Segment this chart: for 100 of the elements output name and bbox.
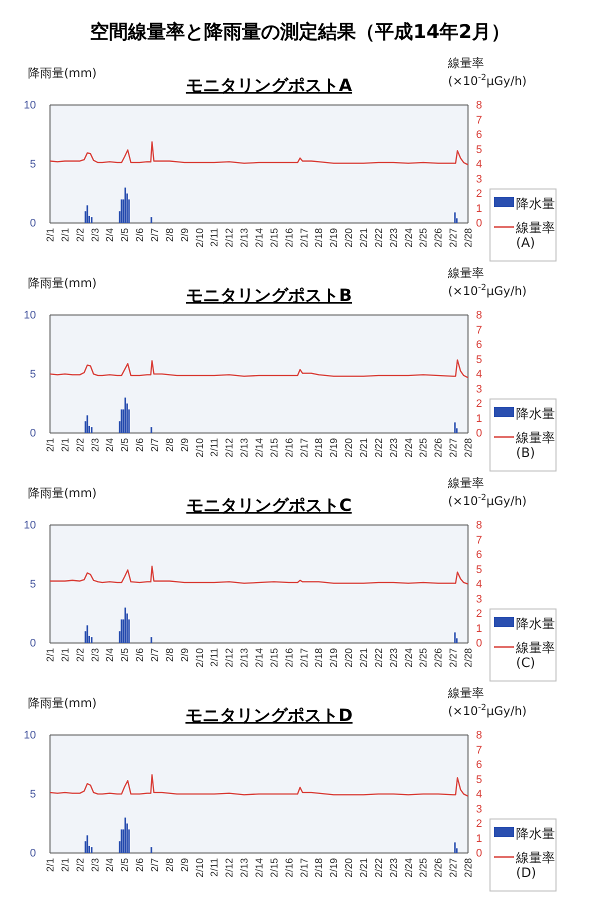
x-tick-label: 2/22: [374, 228, 385, 248]
y-axis-title: 降雨量(mm): [28, 486, 97, 500]
y2-tick-label: 1: [476, 412, 482, 425]
x-tick-label: 2/14: [254, 858, 266, 878]
x-tick-label: 2/25: [418, 858, 430, 878]
chart-title: モニタリングポストB: [186, 286, 352, 306]
x-tick-label: 2/4: [105, 858, 116, 872]
legend-label: 線量率 (D): [515, 850, 555, 881]
x-tick-label: 2/17: [299, 228, 310, 248]
x-tick-label: 2/10: [194, 858, 206, 878]
x-tick-label: 2/11: [210, 438, 221, 457]
x-tick-label: 2/28: [464, 648, 474, 668]
x-tick-label: 2/15: [269, 438, 280, 458]
y-axis-title: 降雨量(mm): [28, 66, 97, 80]
x-tick-label: 2/21: [358, 438, 370, 458]
x-tick-label: 2/18: [314, 648, 326, 668]
x-tick-label: 2/24: [404, 648, 415, 668]
y2-tick-label: 7: [476, 744, 482, 756]
x-tick-label: 2/28: [464, 438, 474, 458]
x-tick-label: 2/2: [75, 228, 86, 242]
y-axis-title: 降雨量(mm): [28, 696, 97, 710]
x-tick-label: 2/17: [299, 438, 310, 458]
y-axis-title: 降雨量(mm): [28, 276, 97, 290]
y2-tick-label: 3: [476, 593, 482, 606]
y2-tick-label: 6: [476, 549, 482, 562]
y2-tick-label: 5: [476, 774, 482, 786]
legend-label: 線量率 (C): [515, 640, 555, 671]
y-tick-label: 10: [24, 100, 36, 112]
x-tick-label: 2/3: [90, 438, 102, 452]
x-tick-label: 2/1: [60, 648, 72, 662]
y-tick-label: 0: [30, 848, 36, 860]
y2-tick-label: 5: [476, 354, 482, 366]
x-tick-label: 2/12: [224, 858, 236, 878]
legend-label: 降水量: [516, 827, 555, 842]
x-tick-label: 2/22: [374, 858, 385, 878]
y-tick-label: 10: [24, 520, 36, 532]
chart-title: モニタリングポストD: [185, 706, 353, 726]
x-tick-label: 2/19: [329, 648, 340, 668]
x-tick-label: 2/16: [284, 858, 296, 878]
x-tick-label: 2/18: [314, 228, 326, 248]
y-tick-label: 10: [24, 310, 36, 322]
y2-tick-label: 2: [476, 398, 482, 410]
y2-tick-label: 0: [476, 848, 482, 860]
y2-tick-label: 8: [476, 520, 482, 532]
x-tick-label: 2/4: [105, 438, 116, 452]
x-tick-label: 2/18: [314, 858, 326, 878]
chart-subtitle: モニタリングポストA: [186, 76, 353, 96]
y2-tick-label: 6: [476, 339, 482, 352]
x-tick-label: 2/1: [46, 228, 56, 242]
x-tick-label: 2/17: [299, 858, 310, 878]
x-tick-label: 2/21: [358, 648, 370, 668]
x-tick-label: 2/7: [150, 438, 161, 452]
x-tick-label: 2/14: [254, 228, 266, 248]
y-tick-label: 5: [30, 158, 36, 171]
legend-label: 降水量: [516, 407, 555, 422]
y2-axis-title: 線量率 (×10$^{-2}$μGy/h): [447, 476, 527, 508]
y2-tick-label: 1: [476, 832, 482, 845]
x-tick-label: 2/26: [434, 648, 445, 668]
y2-tick-label: 4: [476, 788, 482, 801]
x-tick-label: 2/11: [210, 858, 221, 877]
x-tick-label: 2/16: [284, 438, 296, 458]
x-tick-label: 2/22: [374, 648, 385, 668]
y2-axis-title: 線量率 (×10$^{-2}$μGy/h): [447, 266, 527, 298]
x-tick-label: 2/25: [418, 438, 430, 458]
x-tick-label: 2/6: [135, 648, 146, 662]
x-tick-label: 2/27: [448, 438, 460, 458]
x-tick-label: 2/2: [75, 438, 86, 452]
x-tick-label: 2/18: [314, 438, 326, 458]
x-tick-label: 2/25: [418, 228, 430, 248]
x-tick-label: 2/19: [329, 228, 340, 248]
x-tick-label: 2/21: [358, 858, 370, 878]
x-tick-label: 2/13: [240, 438, 251, 458]
x-tick-label: 2/4: [105, 228, 116, 242]
x-tick-label: 2/26: [434, 228, 445, 248]
x-tick-label: 2/13: [240, 228, 251, 248]
y2-tick-label: 4: [476, 158, 482, 171]
y2-tick-label: 6: [476, 129, 482, 142]
x-tick-label: 2/19: [329, 858, 340, 878]
y2-tick-label: 8: [476, 310, 482, 322]
x-tick-label: 2/11: [210, 228, 221, 247]
y2-tick-label: 7: [476, 114, 482, 126]
x-tick-label: 2/1: [46, 648, 56, 662]
x-tick-label: 2/10: [194, 648, 206, 668]
x-tick-label: 2/8: [164, 858, 176, 872]
y-tick-label: 0: [30, 218, 36, 230]
x-tick-label: 2/23: [388, 858, 400, 878]
y2-tick-label: 4: [476, 368, 482, 381]
x-tick-label: 2/1: [46, 858, 56, 872]
legend-label: 降水量: [516, 617, 555, 632]
x-tick-label: 2/7: [150, 228, 161, 242]
y-tick-label: 0: [30, 428, 36, 440]
chart-title: 空間線量率と降雨量の測定結果（平成14年2月）: [90, 21, 510, 43]
x-tick-label: 2/6: [135, 438, 146, 452]
x-tick-label: 2/28: [464, 858, 474, 878]
y2-tick-label: 1: [476, 622, 482, 635]
x-tick-label: 2/8: [164, 228, 176, 242]
y2-tick-label: 0: [476, 218, 482, 230]
legend-label: 降水量: [516, 197, 555, 212]
y2-tick-label: 3: [476, 383, 482, 396]
x-tick-label: 2/20: [344, 858, 356, 878]
